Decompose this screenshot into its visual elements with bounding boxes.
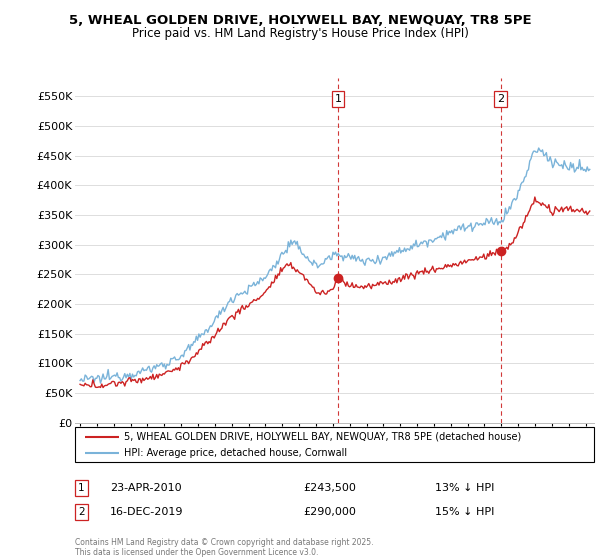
Text: 5, WHEAL GOLDEN DRIVE, HOLYWELL BAY, NEWQUAY, TR8 5PE: 5, WHEAL GOLDEN DRIVE, HOLYWELL BAY, NEW… bbox=[68, 14, 532, 27]
Text: 13% ↓ HPI: 13% ↓ HPI bbox=[435, 483, 494, 493]
Text: Price paid vs. HM Land Registry's House Price Index (HPI): Price paid vs. HM Land Registry's House … bbox=[131, 27, 469, 40]
Text: 15% ↓ HPI: 15% ↓ HPI bbox=[435, 507, 494, 517]
FancyBboxPatch shape bbox=[75, 427, 594, 462]
Text: 1: 1 bbox=[335, 94, 341, 104]
Text: Contains HM Land Registry data © Crown copyright and database right 2025.
This d: Contains HM Land Registry data © Crown c… bbox=[75, 538, 373, 557]
Text: 23-APR-2010: 23-APR-2010 bbox=[110, 483, 181, 493]
Text: 2: 2 bbox=[497, 94, 504, 104]
Text: 2: 2 bbox=[78, 507, 85, 517]
Text: 16-DEC-2019: 16-DEC-2019 bbox=[110, 507, 184, 517]
Text: £290,000: £290,000 bbox=[303, 507, 356, 517]
Text: £243,500: £243,500 bbox=[303, 483, 356, 493]
Text: 5, WHEAL GOLDEN DRIVE, HOLYWELL BAY, NEWQUAY, TR8 5PE (detached house): 5, WHEAL GOLDEN DRIVE, HOLYWELL BAY, NEW… bbox=[124, 432, 521, 442]
Text: 1: 1 bbox=[78, 483, 85, 493]
Text: HPI: Average price, detached house, Cornwall: HPI: Average price, detached house, Corn… bbox=[124, 447, 347, 458]
